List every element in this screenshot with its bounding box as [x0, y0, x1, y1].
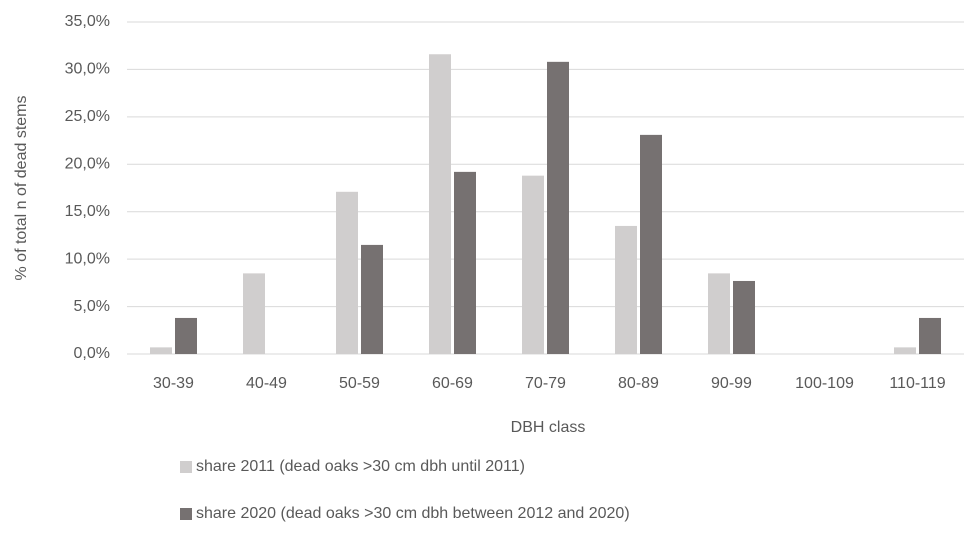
bar	[615, 225, 637, 354]
x-tick-label: 90-99	[711, 375, 752, 392]
y-axis-title: % of total n of dead stems	[13, 96, 30, 281]
x-tick-label: 40-49	[246, 375, 287, 392]
y-tick-label: 10,0%	[65, 250, 110, 267]
x-tick-label: 60-69	[432, 375, 473, 392]
bar	[894, 347, 916, 354]
bar	[640, 134, 662, 354]
bar	[522, 175, 544, 354]
bar	[919, 317, 941, 354]
x-tick-label: 100-109	[795, 375, 854, 392]
legend-swatch	[180, 461, 192, 473]
bar	[547, 61, 569, 355]
bar	[243, 273, 265, 354]
bar	[454, 171, 476, 354]
legend-label: share 2011 (dead oaks >30 cm dbh until 2…	[196, 458, 525, 475]
x-tick-label: 70-79	[525, 375, 566, 392]
y-tick-label: 15,0%	[65, 203, 110, 220]
x-tick-label: 80-89	[618, 375, 659, 392]
x-axis-title: DBH class	[511, 419, 586, 436]
y-tick-label: 0,0%	[74, 345, 110, 362]
bar	[336, 191, 358, 354]
legend-swatch	[180, 508, 192, 520]
bar	[150, 347, 172, 354]
bar	[361, 244, 383, 354]
y-tick-label: 5,0%	[74, 298, 110, 315]
x-tick-label: 110-119	[889, 375, 945, 392]
x-tick-label: 50-59	[339, 375, 380, 392]
legend-label: share 2020 (dead oaks >30 cm dbh between…	[196, 505, 630, 522]
x-tick-label: 30-39	[153, 375, 194, 392]
y-tick-label: 35,0%	[65, 13, 110, 30]
y-tick-label: 25,0%	[65, 108, 110, 125]
y-tick-label: 20,0%	[65, 156, 110, 173]
bar	[708, 273, 730, 354]
bar	[175, 317, 197, 354]
bar	[429, 54, 451, 354]
y-tick-label: 30,0%	[65, 61, 110, 78]
bar	[733, 280, 755, 354]
